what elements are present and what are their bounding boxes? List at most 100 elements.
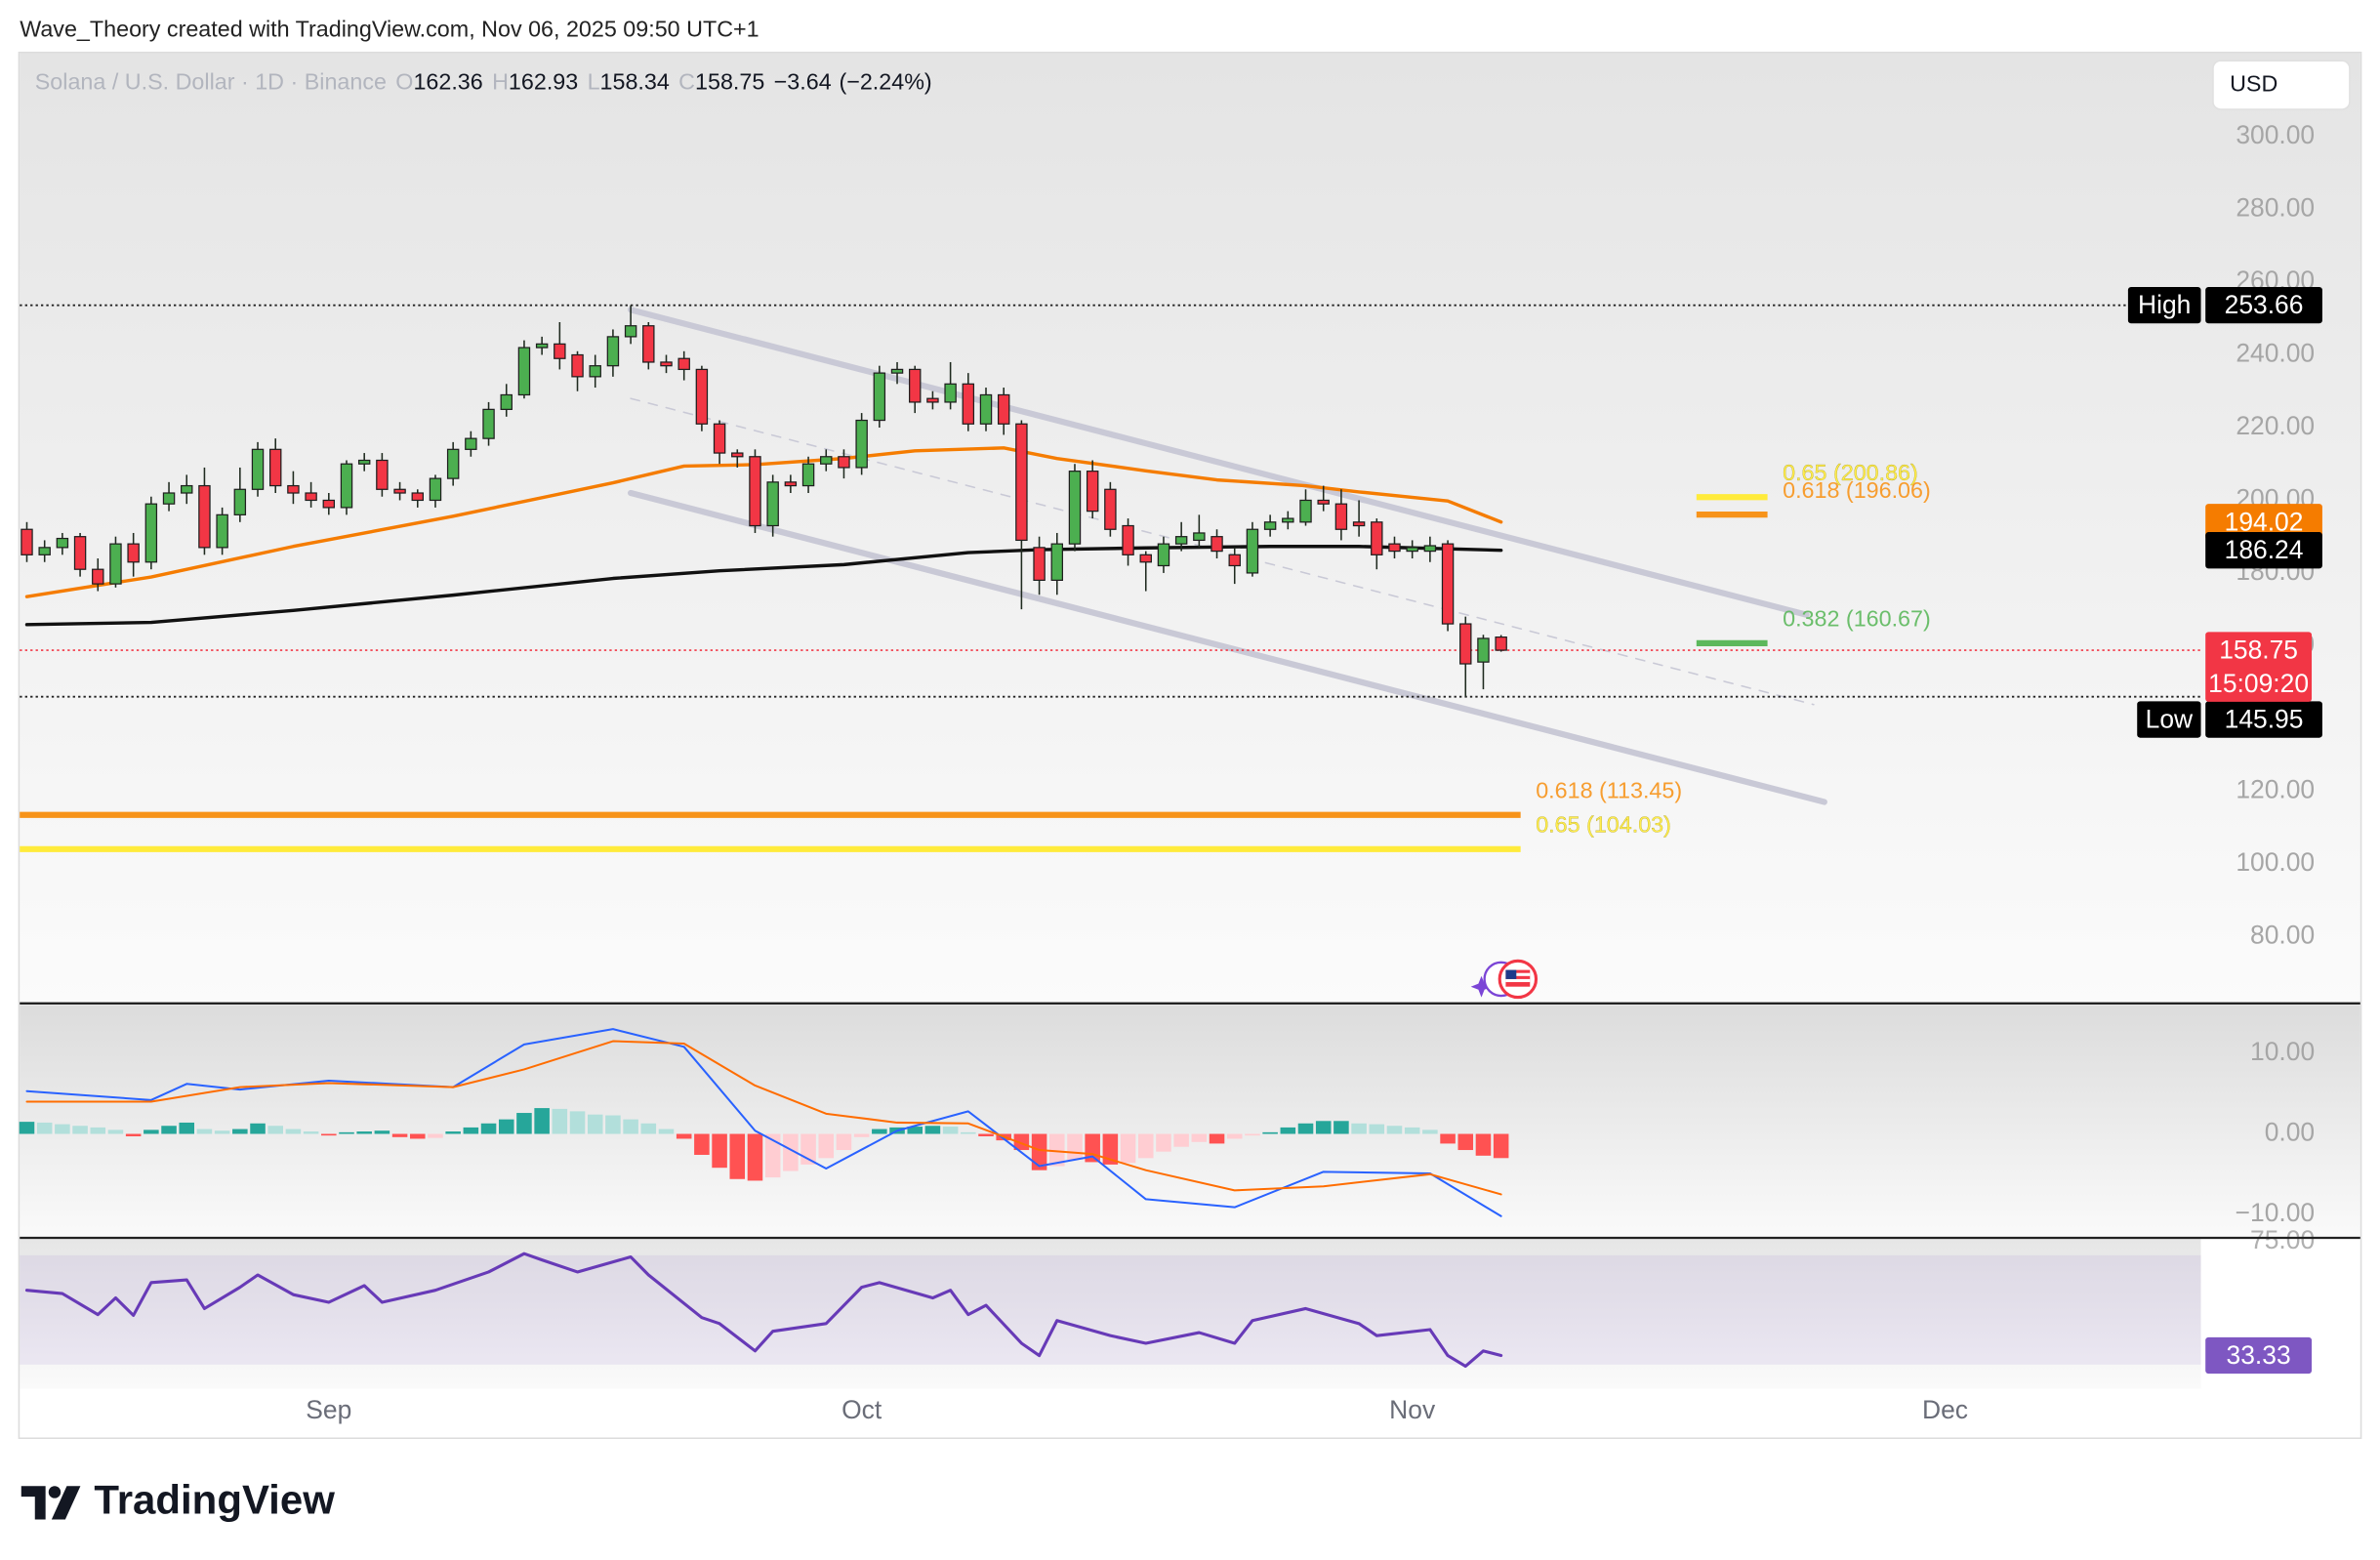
macd-bar xyxy=(196,1129,213,1134)
candle-body xyxy=(251,448,265,490)
y-tick-label: −10.00 xyxy=(2236,1198,2316,1227)
macd-bar xyxy=(1226,1133,1243,1139)
y-tick-label: 10.00 xyxy=(2250,1037,2315,1066)
low-label: Low xyxy=(2146,705,2194,734)
candle-body xyxy=(1352,521,1366,527)
macd-bar xyxy=(516,1113,532,1134)
candle-body xyxy=(482,408,495,439)
macd-bar xyxy=(872,1129,887,1134)
fib-label: 0.65 (104.03) xyxy=(1536,812,1671,838)
legend-part: 162.36 xyxy=(413,69,482,95)
candle-body xyxy=(855,419,868,469)
low-label-bg xyxy=(2137,701,2201,738)
candle-body xyxy=(1050,543,1064,581)
legend-part: L xyxy=(588,69,600,95)
candle-body xyxy=(713,423,726,454)
x-tick-label: Dec xyxy=(1922,1395,1968,1424)
candle-body xyxy=(979,393,993,425)
attribution: Wave_Theory created with TradingView.com… xyxy=(20,16,759,41)
candle-body xyxy=(642,325,655,363)
candle-body xyxy=(589,365,601,378)
currency-label[interactable]: USD xyxy=(2230,70,2277,96)
candle-body xyxy=(820,456,833,465)
macd-bar xyxy=(712,1133,727,1169)
macd-bar xyxy=(1137,1133,1154,1159)
candle-body xyxy=(287,484,300,494)
macd-bar xyxy=(853,1133,870,1137)
candle-body xyxy=(429,477,442,502)
channel-line xyxy=(628,307,1810,618)
candle-body xyxy=(1317,499,1330,505)
candle-body xyxy=(517,347,531,396)
ema-value-bg xyxy=(2205,504,2322,541)
macd-bar xyxy=(445,1131,461,1134)
macd-bar xyxy=(1173,1133,1189,1147)
y-tick-label: 220.00 xyxy=(2236,411,2315,440)
macd-bar xyxy=(658,1129,675,1134)
candle-body xyxy=(1334,503,1348,530)
rsi-pane xyxy=(20,1238,2201,1389)
macd-bar xyxy=(1102,1133,1119,1165)
macd-pane xyxy=(20,1005,2360,1238)
macd-bar xyxy=(303,1131,319,1134)
macd-bar xyxy=(924,1126,941,1134)
flag-stripe xyxy=(1505,972,1531,976)
legend-part: O xyxy=(395,69,413,95)
candle-body xyxy=(731,452,744,458)
candle-body xyxy=(340,463,353,509)
moving-average xyxy=(24,545,1503,627)
y-tick-label: 280.00 xyxy=(2236,193,2315,223)
candle-body xyxy=(1104,488,1117,530)
currency-button[interactable] xyxy=(2212,60,2351,110)
logo-shape xyxy=(51,1486,81,1520)
macd-bar xyxy=(1245,1133,1260,1136)
macd-bar xyxy=(1404,1127,1420,1134)
candle-body xyxy=(873,372,886,422)
candle-body xyxy=(997,393,1010,425)
fib-label: 0.618 (113.45) xyxy=(1536,778,1682,803)
y-tick-label: 0.00 xyxy=(2265,1117,2315,1146)
macd-bar xyxy=(1297,1123,1314,1134)
macd-bar xyxy=(1493,1133,1509,1159)
macd-bar xyxy=(907,1127,923,1134)
macd-bar xyxy=(1067,1133,1083,1160)
candle-body xyxy=(962,383,975,425)
candle-body xyxy=(890,368,904,374)
macd-bar xyxy=(1457,1133,1474,1151)
candle-body xyxy=(624,325,637,338)
macd-bar xyxy=(978,1133,994,1136)
macd-bar xyxy=(463,1127,479,1134)
last-price-badge xyxy=(2205,632,2313,702)
candle-body xyxy=(695,368,709,425)
macd-bar xyxy=(1369,1124,1385,1134)
candle-body xyxy=(677,357,690,371)
macd-bar xyxy=(1475,1133,1492,1156)
candle-body xyxy=(1495,636,1507,651)
macd-bar xyxy=(605,1115,621,1134)
macd-bar xyxy=(1191,1133,1208,1142)
high-value: 253.66 xyxy=(2225,290,2304,319)
legend-part: H xyxy=(492,69,509,95)
sma-value: 186.24 xyxy=(2225,535,2304,564)
macd-bar xyxy=(161,1126,177,1134)
candle-body xyxy=(660,361,673,367)
macd-bar xyxy=(267,1126,283,1134)
x-tick-label: Sep xyxy=(306,1395,351,1424)
macd-bar xyxy=(232,1129,248,1134)
channel-line xyxy=(628,489,1827,805)
macd-bar xyxy=(1049,1133,1065,1167)
rsi-value-bg xyxy=(2205,1336,2313,1375)
macd-bar xyxy=(214,1130,230,1134)
macd-bar xyxy=(391,1133,408,1137)
x-tick-label: Oct xyxy=(841,1395,882,1424)
candle-body xyxy=(944,383,957,403)
candle-body xyxy=(1174,536,1188,545)
flag-stripe xyxy=(1505,978,1531,983)
flag-canton xyxy=(1505,969,1517,979)
logo-shape xyxy=(21,1486,46,1520)
channel-midline xyxy=(630,397,1815,706)
y-tick-label: 240.00 xyxy=(2236,339,2315,368)
macd-bar xyxy=(764,1133,781,1178)
ohlc-legend: Solana / U.S. Dollar · 1D · Binance O162.… xyxy=(35,69,932,95)
macd-bar xyxy=(55,1124,70,1134)
